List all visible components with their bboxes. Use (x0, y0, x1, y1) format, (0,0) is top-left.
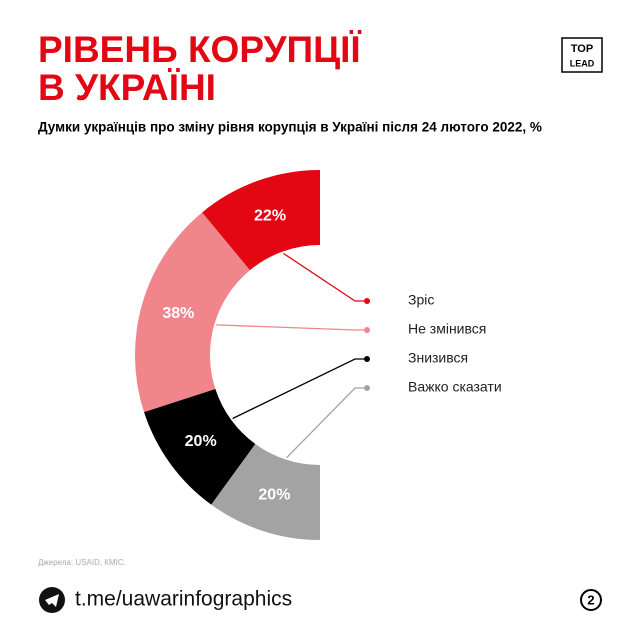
page-circle (580, 589, 602, 611)
segment (211, 443, 320, 540)
leader-line (286, 387, 367, 459)
footer-link[interactable]: t.me/uawarinfographics (75, 588, 292, 611)
page-number: 2 (587, 592, 594, 607)
legend-label: Не змінився (408, 321, 486, 337)
legend-dot (364, 298, 370, 304)
subtitle: Думки українців про зміну рівня корупція… (38, 120, 542, 135)
logo-box (561, 37, 603, 73)
title: РІВЕНЬ КОРУПЦІЇ (38, 29, 361, 70)
legend-dot (364, 385, 370, 391)
telegram-plane (45, 594, 59, 607)
legend-label: Зріс (408, 292, 434, 308)
value-label: 22% (254, 207, 286, 224)
legend-dot (364, 356, 370, 362)
segment (135, 212, 250, 413)
leader-line (283, 252, 367, 302)
value-label: 20% (258, 486, 290, 503)
leader-line (216, 324, 367, 331)
title: В УКРАЇНІ (38, 67, 216, 108)
legend-label: Важко сказати (408, 379, 502, 395)
value-label: 38% (162, 305, 194, 322)
segment (202, 170, 320, 271)
logo: LEAD (570, 58, 595, 68)
logo: TOP (571, 43, 593, 55)
leader-line (232, 358, 367, 420)
segment (144, 388, 256, 505)
chart: 22% Зріс 38% Не змінився 20% Знизився 20% Важко… (135, 170, 502, 540)
source: Джерела: USAID, КМІС. (38, 558, 126, 567)
value-label: 20% (185, 433, 217, 450)
legend-label: Знизився (408, 350, 468, 366)
legend-dot (364, 327, 370, 333)
